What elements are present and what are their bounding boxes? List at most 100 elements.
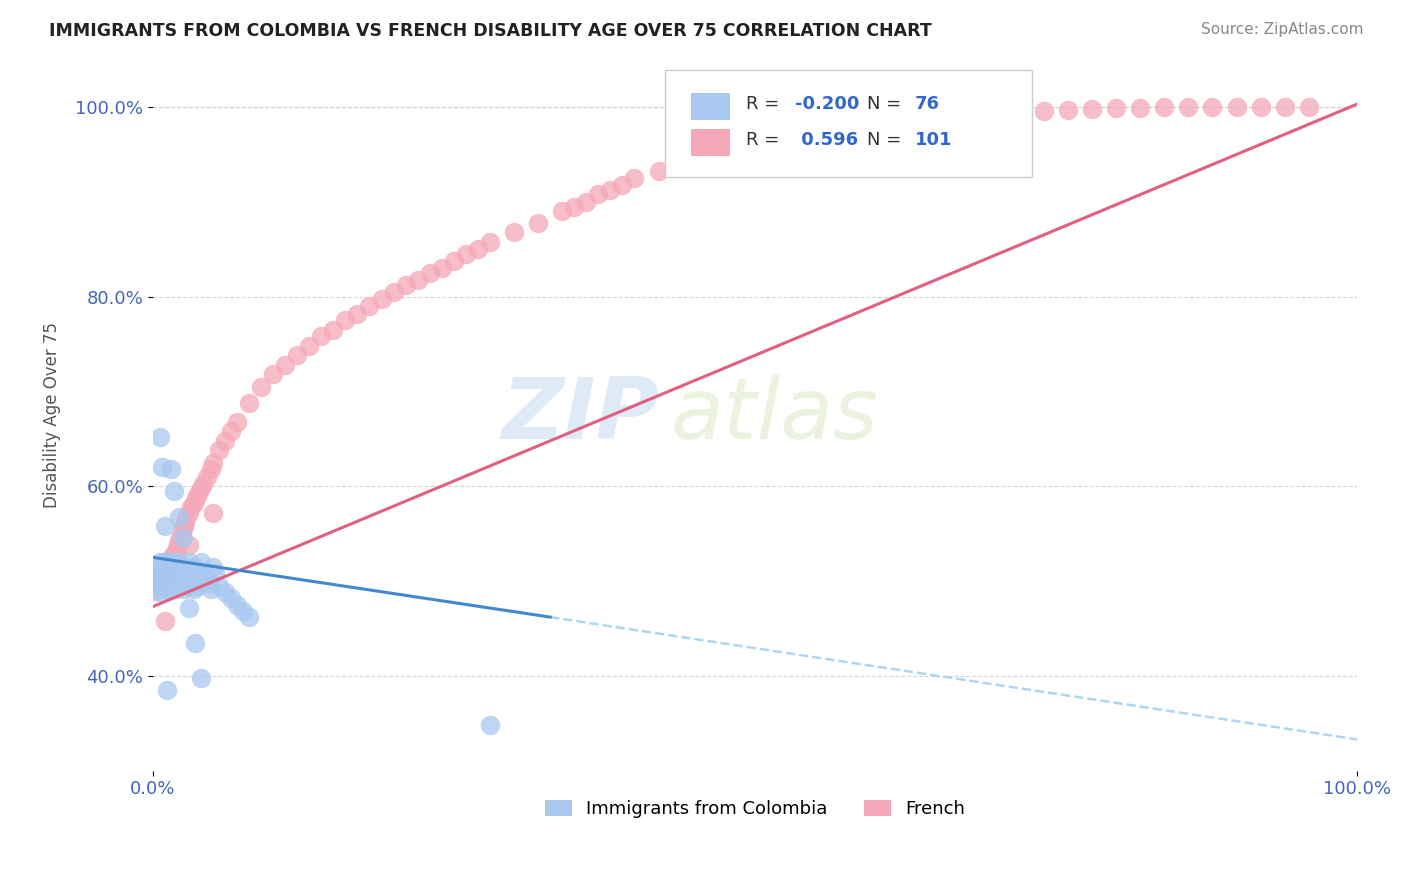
Point (226, 415, 249, 429)
Point (250, 380, 273, 394)
Point (180, 569, 202, 583)
Point (274, 358, 297, 372)
Point (167, 579, 190, 593)
Point (156, 683, 179, 698)
Point (208, 443, 231, 458)
Point (359, 299, 381, 313)
Point (612, 178, 634, 192)
Point (1129, 101, 1152, 115)
Point (153, 569, 176, 583)
Point (193, 477, 215, 491)
Point (152, 565, 174, 579)
Point (177, 555, 200, 569)
Point (169, 565, 191, 579)
Point (157, 555, 180, 569)
Point (214, 585, 236, 599)
Point (156, 579, 179, 593)
Point (190, 481, 212, 495)
Point (150, 572, 173, 586)
Point (671, 159, 693, 173)
Point (370, 292, 392, 306)
Point (159, 582, 181, 596)
Point (190, 555, 212, 569)
Point (157, 565, 180, 579)
Point (145, 569, 167, 583)
Point (187, 487, 209, 501)
Point (865, 117, 887, 131)
Point (1032, 103, 1054, 118)
Point (150, 460, 173, 475)
Point (839, 120, 862, 135)
Point (515, 863, 537, 878)
Point (174, 516, 197, 530)
Point (155, 559, 177, 574)
Text: Source: ZipAtlas.com: Source: ZipAtlas.com (1201, 22, 1364, 37)
Point (912, 112, 935, 126)
Point (160, 579, 183, 593)
Point (527, 216, 550, 230)
Point (936, 110, 959, 124)
Point (150, 566, 173, 581)
Point (238, 396, 260, 410)
Point (623, 171, 645, 186)
Point (195, 470, 218, 484)
Point (176, 579, 198, 593)
Point (163, 569, 186, 583)
Point (197, 576, 219, 591)
Point (177, 506, 200, 520)
FancyBboxPatch shape (665, 70, 1032, 177)
Text: N =: N = (868, 95, 907, 113)
Text: R =: R = (747, 131, 786, 149)
Point (148, 559, 170, 574)
Bar (690, 128, 730, 156)
Point (720, 147, 742, 161)
Point (165, 546, 187, 560)
Point (201, 456, 224, 470)
Point (184, 559, 207, 574)
Text: ZIP: ZIP (501, 374, 658, 457)
Point (1298, 100, 1320, 114)
Point (1225, 100, 1247, 114)
Point (1201, 100, 1223, 114)
Point (177, 538, 200, 552)
Point (166, 559, 188, 574)
Point (167, 538, 190, 552)
Point (153, 614, 176, 628)
Point (155, 563, 177, 577)
Point (190, 671, 212, 685)
Point (454, 247, 477, 261)
Point (172, 532, 194, 546)
Point (346, 307, 368, 321)
Text: 0.596: 0.596 (794, 131, 858, 149)
Point (153, 519, 176, 533)
Point (162, 565, 184, 579)
Point (696, 152, 718, 166)
Point (322, 323, 344, 337)
Point (200, 462, 222, 476)
Point (165, 582, 187, 596)
Point (187, 579, 209, 593)
Point (503, 225, 526, 239)
Point (167, 555, 190, 569)
Point (208, 579, 231, 593)
Point (159, 565, 181, 579)
Text: -0.200: -0.200 (794, 95, 859, 113)
Point (159, 559, 181, 574)
Point (153, 566, 176, 581)
Point (149, 565, 172, 579)
Point (155, 582, 177, 596)
Point (1105, 101, 1128, 115)
Point (146, 579, 169, 593)
Point (219, 591, 242, 606)
Point (443, 253, 465, 268)
Point (149, 430, 172, 444)
Point (162, 548, 184, 562)
Point (1008, 104, 1031, 119)
Point (157, 555, 180, 569)
Point (232, 604, 254, 618)
Point (160, 566, 183, 581)
Point (647, 164, 669, 178)
Point (285, 348, 308, 362)
Point (143, 583, 166, 598)
Point (184, 566, 207, 581)
